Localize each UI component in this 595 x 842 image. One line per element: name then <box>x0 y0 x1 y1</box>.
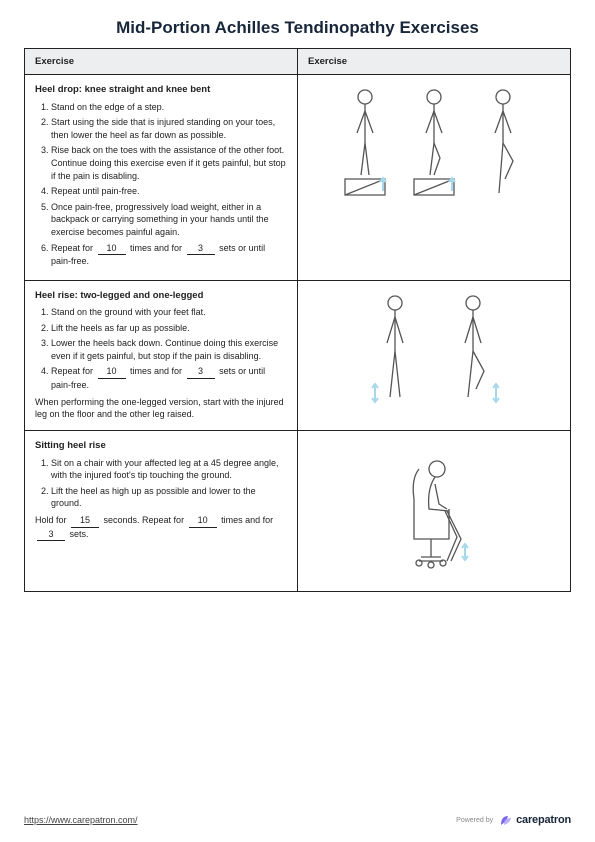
ex3-note: Hold for 15 seconds. Repeat for 10 times… <box>35 514 287 541</box>
ex1-step: Start using the side that is injured sta… <box>51 116 287 141</box>
ex2-illustration <box>298 280 571 431</box>
ex2-title: Heel rise: two-legged and one-legged <box>35 289 287 302</box>
ex1-step: Rise back on the toes with the assistanc… <box>51 144 287 182</box>
brand: carepatron <box>498 812 571 828</box>
ex2-note: When performing the one-legged version, … <box>35 396 287 421</box>
table-row: Heel rise: two-legged and one-legged Sta… <box>25 280 571 431</box>
ex2-sets-blank[interactable]: 3 <box>187 365 215 379</box>
ex3-reps-blank[interactable]: 10 <box>189 514 217 528</box>
powered-by: Powered by carepatron <box>456 812 571 828</box>
brand-name: carepatron <box>516 814 571 826</box>
exercise-table: Exercise Exercise Heel drop: knee straig… <box>24 48 571 592</box>
ex3-title: Sitting heel rise <box>35 439 287 452</box>
th-exercise-right: Exercise <box>298 49 571 75</box>
ex3-step: Lift the heel as high up as possible and… <box>51 485 287 510</box>
ex2-step: Stand on the ground with your feet flat. <box>51 306 287 319</box>
ex3-hold-blank[interactable]: 15 <box>71 514 99 528</box>
powered-label: Powered by <box>456 817 493 824</box>
ex2-reps-blank[interactable]: 10 <box>98 365 126 379</box>
ex1-title: Heel drop: knee straight and knee bent <box>35 83 287 96</box>
page-title: Mid-Portion Achilles Tendinopathy Exerci… <box>24 18 571 38</box>
table-row: Sitting heel rise Sit on a chair with yo… <box>25 431 571 592</box>
ex2-step: Repeat for 10 times and for 3 sets or un… <box>51 365 287 391</box>
ex1-step: Stand on the edge of a step. <box>51 101 287 114</box>
footer-url[interactable]: https://www.carepatron.com/ <box>24 815 138 825</box>
ex1-step: Once pain-free, progressively load weigh… <box>51 201 287 239</box>
brand-logo-icon <box>498 812 514 828</box>
ex2-step: Lower the heels back down. Continue doin… <box>51 337 287 362</box>
table-row: Heel drop: knee straight and knee bent S… <box>25 75 571 280</box>
ex3-sets-blank[interactable]: 3 <box>37 528 65 542</box>
ex1-sets-blank[interactable]: 3 <box>187 242 215 256</box>
ex1-step: Repeat for 10 times and for 3 sets or un… <box>51 242 287 268</box>
ex2-step: Lift the heels as far up as possible. <box>51 322 287 335</box>
ex3-step: Sit on a chair with your affected leg at… <box>51 457 287 482</box>
ex3-illustration <box>298 431 571 592</box>
ex1-step: Repeat until pain-free. <box>51 185 287 198</box>
ex1-reps-blank[interactable]: 10 <box>98 242 126 256</box>
th-exercise-left: Exercise <box>25 49 298 75</box>
ex1-illustration <box>298 75 571 280</box>
